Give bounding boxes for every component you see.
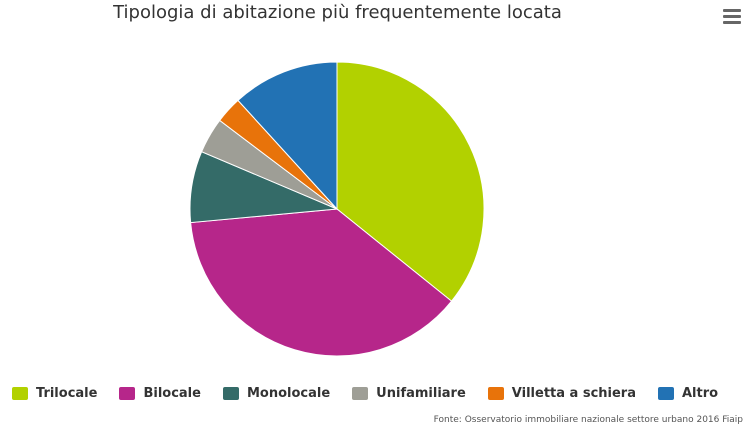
legend-label: Trilocale (36, 386, 98, 401)
legend-symbol (222, 387, 239, 400)
legend-item-monolocale[interactable]: Monolocale (222, 386, 331, 401)
hamburger-menu-icon[interactable] (723, 9, 741, 25)
legend-item-altro[interactable]: Altro (658, 386, 718, 401)
chart-title: Tipologia di abitazione più frequentemen… (113, 2, 562, 23)
chart-credits[interactable]: Fonte: Osservatorio immobiliare nazional… (433, 415, 743, 425)
chart-legend: Trilocale Bilocale Monolocale Unifamiliare V… (12, 386, 740, 401)
legend-label: Bilocale (143, 386, 201, 401)
legend-item-unifamiliare[interactable]: Unifamiliare (352, 386, 466, 401)
legend-label: Unifamiliare (376, 386, 466, 401)
legend-label: Altro (682, 386, 719, 401)
legend-item-bilocale[interactable]: Bilocale (119, 386, 201, 401)
pie-slice-altro[interactable] (237, 61, 338, 211)
legend-symbol (119, 387, 136, 400)
legend-symbol (487, 387, 504, 400)
legend-symbol (658, 387, 674, 400)
legend-item-trilocale[interactable]: Trilocale (12, 386, 97, 401)
legend-symbol (352, 387, 369, 400)
legend-symbol (12, 387, 28, 400)
pie-slice-trilocale[interactable] (336, 61, 485, 302)
legend-item-villetta-a-schiera[interactable]: Villetta a schiera (487, 386, 636, 401)
pie-chart (189, 61, 485, 357)
legend-label: Villetta a schiera (511, 386, 636, 401)
pie-slice-bilocale[interactable] (190, 208, 453, 357)
legend-label: Monolocale (246, 386, 331, 401)
